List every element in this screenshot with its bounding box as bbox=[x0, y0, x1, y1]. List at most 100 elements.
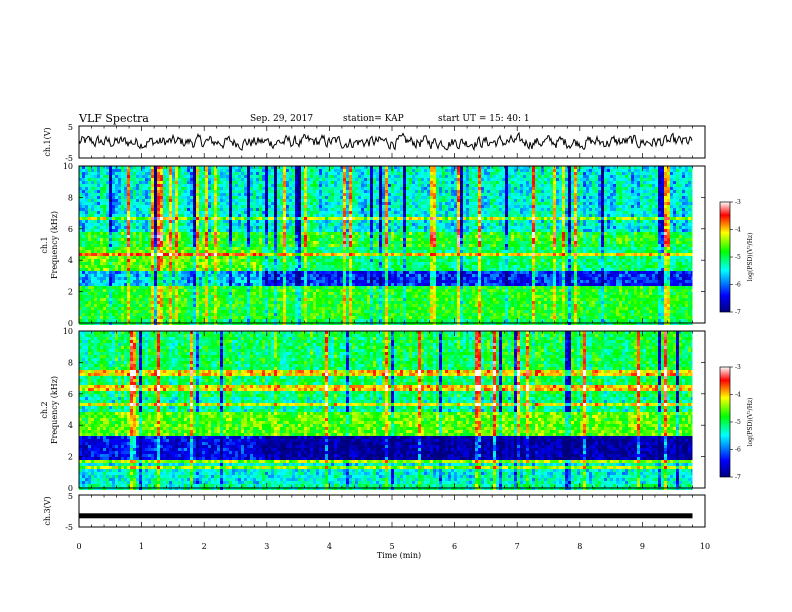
spectrogram-cell bbox=[94, 232, 97, 235]
spectrogram-cell bbox=[496, 214, 499, 217]
spectrogram-cell bbox=[286, 211, 289, 214]
spectrogram-cell bbox=[343, 208, 346, 211]
spectrogram-cell bbox=[268, 208, 271, 211]
spectrogram-cell bbox=[562, 205, 565, 208]
spectrogram-cell bbox=[139, 220, 142, 223]
spectrogram-cell bbox=[631, 181, 634, 184]
spectrogram-cell bbox=[628, 184, 631, 187]
spectrogram-cell bbox=[412, 202, 415, 205]
spectrogram-cell bbox=[472, 190, 475, 193]
spectrogram-cell bbox=[271, 205, 274, 208]
spectrogram-cell bbox=[601, 187, 604, 190]
spectrogram-cell bbox=[418, 172, 421, 175]
spectrogram-cell bbox=[520, 175, 523, 178]
spectrogram-cell bbox=[223, 175, 226, 178]
spectrogram-cell bbox=[463, 181, 466, 184]
spectrogram-cell bbox=[583, 175, 586, 178]
spectrogram-cell bbox=[592, 184, 595, 187]
spectrogram-cell bbox=[574, 190, 577, 193]
spectrogram-cell bbox=[628, 214, 631, 217]
spectrogram-cell bbox=[310, 190, 313, 193]
spectrogram-cell bbox=[88, 196, 91, 199]
spectrogram-cell bbox=[220, 223, 223, 226]
spectrogram-cell bbox=[403, 196, 406, 199]
spectrogram-cell bbox=[298, 190, 301, 193]
spectrogram-cell bbox=[610, 187, 613, 190]
spectrogram-cell bbox=[259, 172, 262, 175]
spectrogram-cell bbox=[439, 187, 442, 190]
spectrogram-cell bbox=[91, 184, 94, 187]
spectrogram-cell bbox=[289, 193, 292, 196]
spectrogram-cell bbox=[688, 217, 691, 220]
spectrogram-cell bbox=[529, 223, 532, 226]
spectrogram-cell bbox=[301, 199, 304, 202]
spectrogram-cell bbox=[661, 196, 664, 199]
spectrogram-cell bbox=[580, 223, 583, 226]
spectrogram-cell bbox=[295, 214, 298, 217]
spectrogram-cell bbox=[496, 196, 499, 199]
spectrogram-cell bbox=[547, 208, 550, 211]
spectrogram-cell bbox=[673, 187, 676, 190]
spectrogram-cell bbox=[196, 199, 199, 202]
spectrogram-cell bbox=[499, 187, 502, 190]
spectrogram-cell bbox=[175, 229, 178, 232]
spectrogram-cell bbox=[469, 181, 472, 184]
spectrogram-cell bbox=[208, 226, 211, 229]
spectrogram-cell bbox=[475, 208, 478, 211]
spectrogram-cell bbox=[550, 169, 553, 172]
spectrogram-cell bbox=[334, 187, 337, 190]
spectrogram-cell bbox=[457, 199, 460, 202]
spectrogram-cell bbox=[607, 181, 610, 184]
spectrogram-cell bbox=[349, 190, 352, 193]
spectrogram-cell bbox=[85, 187, 88, 190]
spectrogram-cell bbox=[274, 172, 277, 175]
spectrogram-cell bbox=[88, 175, 91, 178]
spectrogram-cell bbox=[442, 187, 445, 190]
spectrogram-cell bbox=[322, 205, 325, 208]
spectrogram-cell bbox=[247, 214, 250, 217]
spectrogram-cell bbox=[592, 181, 595, 184]
spectrogram-cell bbox=[460, 199, 463, 202]
spectrogram-cell bbox=[130, 172, 133, 175]
spectrogram-cell bbox=[541, 208, 544, 211]
spectrogram-cell bbox=[364, 184, 367, 187]
spectrogram-cell bbox=[412, 187, 415, 190]
spectrogram-cell bbox=[343, 172, 346, 175]
spectrogram-cell bbox=[319, 178, 322, 181]
spectrogram-cell bbox=[277, 181, 280, 184]
spectrogram-cell bbox=[238, 211, 241, 214]
spectrogram-cell bbox=[328, 184, 331, 187]
spectrogram-cell bbox=[94, 220, 97, 223]
spectrogram-cell bbox=[214, 214, 217, 217]
spectrogram-cell bbox=[625, 232, 628, 235]
spectrogram-cell bbox=[559, 226, 562, 229]
spectrogram-cell bbox=[607, 175, 610, 178]
spectrogram-cell bbox=[289, 181, 292, 184]
spectrogram-cell bbox=[79, 232, 82, 235]
spectrogram-cell bbox=[517, 175, 520, 178]
spectrogram-cell bbox=[682, 166, 685, 169]
spectrogram-cell bbox=[466, 211, 469, 214]
spectrogram-cell bbox=[529, 235, 532, 238]
spectrogram-cell bbox=[433, 169, 436, 172]
spectrogram-cell bbox=[625, 172, 628, 175]
spectrogram-cell bbox=[193, 235, 196, 238]
spectrogram-cell bbox=[511, 226, 514, 229]
spectrogram-cell bbox=[346, 178, 349, 181]
spectrogram-cell bbox=[262, 172, 265, 175]
spectrogram-cell bbox=[505, 166, 508, 169]
spectrogram-cell bbox=[583, 229, 586, 232]
spectrogram-cell bbox=[391, 232, 394, 235]
spectrogram-cell bbox=[145, 229, 148, 232]
spectrogram-cell bbox=[454, 232, 457, 235]
spectrogram-cell bbox=[151, 196, 154, 199]
spectrogram-cell bbox=[211, 172, 214, 175]
spectrogram-cell bbox=[616, 178, 619, 181]
spectrogram-cell bbox=[157, 205, 160, 208]
spectrogram-cell bbox=[460, 166, 463, 169]
spectrogram-cell bbox=[592, 208, 595, 211]
spectrogram-cell bbox=[292, 211, 295, 214]
spectrogram-cell bbox=[292, 184, 295, 187]
spectrogram-cell bbox=[226, 232, 229, 235]
spectrogram-cell bbox=[238, 223, 241, 226]
